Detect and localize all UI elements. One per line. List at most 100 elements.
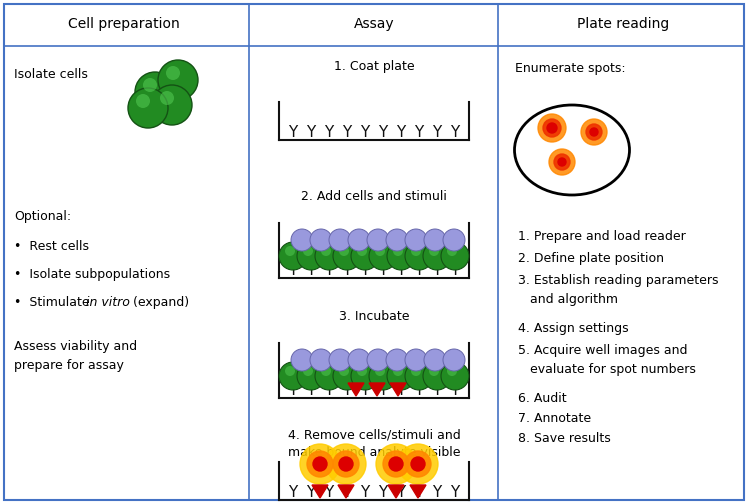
Polygon shape xyxy=(348,383,364,396)
Circle shape xyxy=(429,366,439,376)
Text: Y: Y xyxy=(378,383,387,398)
Circle shape xyxy=(405,349,427,371)
Circle shape xyxy=(333,451,359,477)
Text: Y: Y xyxy=(343,263,352,278)
Text: 2. Define plate position: 2. Define plate position xyxy=(518,252,664,265)
Text: Y: Y xyxy=(361,125,370,140)
Text: Y: Y xyxy=(325,263,334,278)
Text: 8. Save results: 8. Save results xyxy=(518,432,611,445)
Text: •  Isolate subpopulations: • Isolate subpopulations xyxy=(14,268,170,281)
Circle shape xyxy=(143,78,157,92)
Text: Isolate cells: Isolate cells xyxy=(14,68,88,81)
Circle shape xyxy=(333,362,361,390)
Text: Y: Y xyxy=(289,125,298,140)
Circle shape xyxy=(447,366,457,376)
Text: Y: Y xyxy=(361,383,370,398)
Text: Y: Y xyxy=(307,125,316,140)
Circle shape xyxy=(307,451,333,477)
Circle shape xyxy=(315,362,343,390)
Circle shape xyxy=(348,349,370,371)
Circle shape xyxy=(303,366,313,376)
Circle shape xyxy=(279,242,307,270)
Circle shape xyxy=(367,349,389,371)
Circle shape xyxy=(315,242,343,270)
Circle shape xyxy=(285,246,295,256)
Text: Y: Y xyxy=(414,485,423,500)
Circle shape xyxy=(554,154,570,170)
Text: 3. Establish reading parameters: 3. Establish reading parameters xyxy=(518,274,719,287)
Circle shape xyxy=(367,229,389,251)
Circle shape xyxy=(429,246,439,256)
Circle shape xyxy=(300,444,340,484)
Circle shape xyxy=(291,349,313,371)
Text: Y: Y xyxy=(432,485,441,500)
Text: Y: Y xyxy=(307,263,316,278)
Circle shape xyxy=(443,349,465,371)
Circle shape xyxy=(333,242,361,270)
Text: Y: Y xyxy=(361,485,370,500)
Text: Y: Y xyxy=(343,383,352,398)
Text: 7. Annotate: 7. Annotate xyxy=(518,412,591,425)
Text: Y: Y xyxy=(396,263,405,278)
Text: •  Rest cells: • Rest cells xyxy=(14,240,89,253)
Circle shape xyxy=(152,85,192,125)
Text: Y: Y xyxy=(289,485,298,500)
Circle shape xyxy=(423,362,451,390)
Circle shape xyxy=(329,229,351,251)
Text: Assess viability and
prepare for assay: Assess viability and prepare for assay xyxy=(14,340,137,372)
Polygon shape xyxy=(312,485,328,498)
Circle shape xyxy=(383,451,409,477)
Circle shape xyxy=(387,242,415,270)
Circle shape xyxy=(375,366,385,376)
Circle shape xyxy=(369,362,397,390)
Circle shape xyxy=(357,366,367,376)
Text: Y: Y xyxy=(325,485,334,500)
Polygon shape xyxy=(369,383,385,396)
Circle shape xyxy=(166,66,180,80)
Circle shape xyxy=(136,94,150,108)
Text: Y: Y xyxy=(289,263,298,278)
Text: Y: Y xyxy=(432,125,441,140)
Polygon shape xyxy=(388,485,404,498)
Text: Y: Y xyxy=(414,125,423,140)
Circle shape xyxy=(405,229,427,251)
Circle shape xyxy=(558,158,566,166)
Circle shape xyxy=(375,246,385,256)
Ellipse shape xyxy=(515,105,630,195)
Text: 6. Audit: 6. Audit xyxy=(518,392,567,405)
Text: Enumerate spots:: Enumerate spots: xyxy=(515,62,625,75)
Circle shape xyxy=(424,229,446,251)
Circle shape xyxy=(326,444,366,484)
Text: Y: Y xyxy=(378,263,387,278)
Text: 5. Acquire well images and: 5. Acquire well images and xyxy=(518,344,687,357)
Circle shape xyxy=(386,349,408,371)
Circle shape xyxy=(285,366,295,376)
Circle shape xyxy=(160,91,174,105)
Text: 1. Coat plate: 1. Coat plate xyxy=(334,60,414,73)
Text: Y: Y xyxy=(432,383,441,398)
Text: and algorithm: and algorithm xyxy=(530,293,618,306)
Circle shape xyxy=(441,242,469,270)
Text: Y: Y xyxy=(414,383,423,398)
Circle shape xyxy=(538,114,566,142)
Circle shape xyxy=(405,362,433,390)
Circle shape xyxy=(581,119,607,145)
Circle shape xyxy=(158,60,198,100)
Circle shape xyxy=(447,246,457,256)
Text: Y: Y xyxy=(307,485,316,500)
Circle shape xyxy=(310,229,332,251)
Text: 4. Assign settings: 4. Assign settings xyxy=(518,322,628,335)
Circle shape xyxy=(297,242,325,270)
Circle shape xyxy=(405,242,433,270)
Circle shape xyxy=(441,362,469,390)
Circle shape xyxy=(369,242,397,270)
Circle shape xyxy=(543,119,561,137)
Circle shape xyxy=(398,444,438,484)
Text: Y: Y xyxy=(414,263,423,278)
Circle shape xyxy=(339,246,349,256)
Circle shape xyxy=(443,229,465,251)
Text: Y: Y xyxy=(450,263,459,278)
Circle shape xyxy=(411,366,421,376)
Text: Y: Y xyxy=(325,125,334,140)
Text: Y: Y xyxy=(396,125,405,140)
